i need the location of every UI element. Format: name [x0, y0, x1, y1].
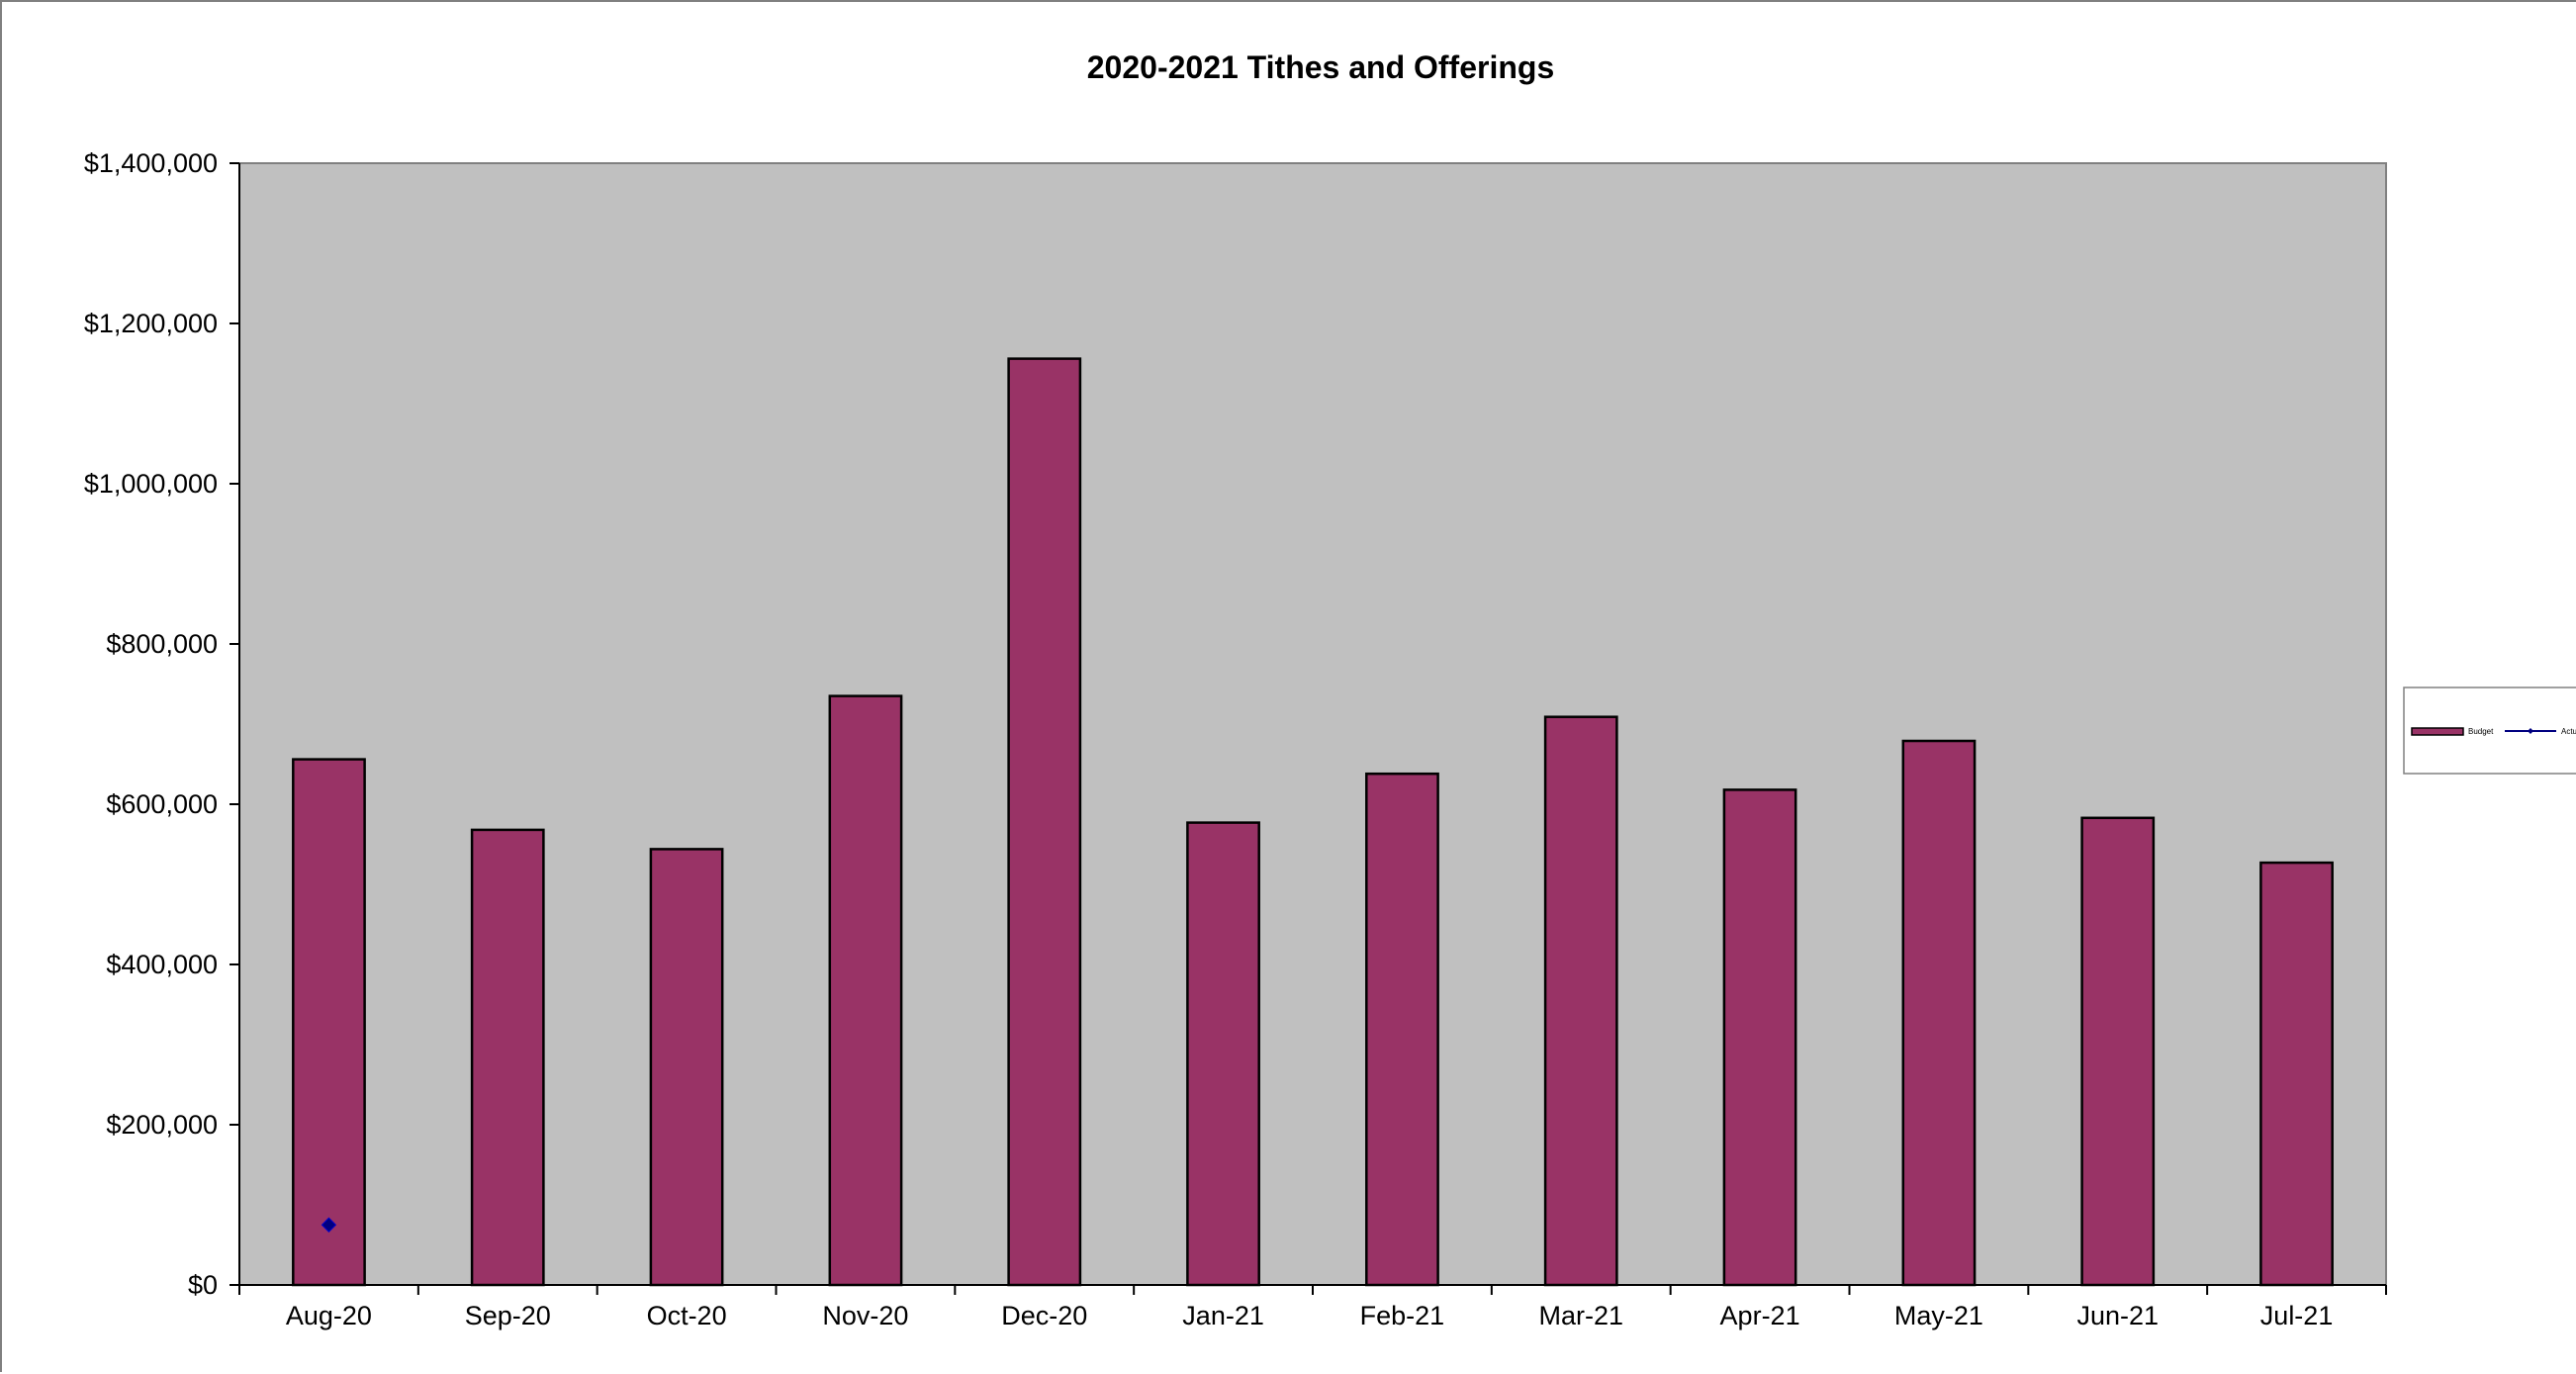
legend-label-budget: Budget — [2468, 727, 2494, 736]
y-tick-label: $1,000,000 — [84, 469, 218, 499]
legend: Budget Actual — [2403, 687, 2576, 775]
legend-swatch-budget — [2411, 727, 2464, 736]
bar-sep-20 — [470, 828, 545, 1287]
y-tick-label: $200,000 — [106, 1110, 218, 1140]
x-tick-label: Jun-21 — [2076, 1301, 2159, 1330]
y-tick-label: $1,400,000 — [84, 148, 218, 178]
chart-title: 2020-2021 Tithes and Offerings — [1087, 49, 1554, 85]
x-tick-label: Mar-21 — [1538, 1301, 1623, 1330]
x-tick-label: May-21 — [1894, 1301, 1983, 1330]
x-tick-label: Feb-21 — [1360, 1301, 1445, 1330]
legend-marker-actual — [2528, 728, 2533, 734]
y-tick-label: $400,000 — [106, 950, 218, 979]
bar-jan-21 — [1186, 821, 1260, 1287]
bars-layer — [292, 357, 2334, 1287]
x-tick-label: Apr-21 — [1720, 1301, 1800, 1330]
bar-feb-21 — [1365, 772, 1439, 1287]
axes-layer — [230, 162, 2387, 1295]
bar-may-21 — [1901, 739, 1977, 1287]
bar-jul-21 — [2259, 861, 2334, 1287]
bar-jun-21 — [2080, 816, 2156, 1287]
x-tick-label: Dec-20 — [1001, 1301, 1087, 1330]
x-tick-labels: Aug-20 Sep-20 Oct-20 Nov-20 Dec-20 Jan-21 Feb-… — [286, 1301, 2333, 1330]
y-tick-labels: $0 $200,000 $400,000 $600,000 $800,000 $1,000… — [84, 148, 218, 1300]
plot-area — [238, 162, 2387, 1286]
legend-label-actual: Actual — [2561, 727, 2576, 736]
y-tick-label: $0 — [188, 1270, 218, 1300]
actual-marker-aug-20 — [321, 1217, 337, 1233]
x-tick-label: Jan-21 — [1182, 1301, 1264, 1330]
x-tick-label: Jul-21 — [2260, 1301, 2334, 1330]
bar-oct-20 — [649, 848, 724, 1287]
bar-nov-20 — [828, 694, 903, 1287]
bar-apr-21 — [1722, 788, 1797, 1287]
x-tick-label: Aug-20 — [286, 1301, 372, 1330]
x-tick-label: Nov-20 — [822, 1301, 908, 1330]
y-tick-label: $800,000 — [106, 629, 218, 659]
bar-mar-21 — [1543, 715, 1618, 1287]
bar-aug-20 — [292, 758, 366, 1287]
y-tick-label: $600,000 — [106, 789, 218, 819]
x-tick-label: Oct-20 — [647, 1301, 727, 1330]
markers-layer — [321, 1217, 337, 1233]
bar-dec-20 — [1007, 357, 1082, 1287]
x-tick-label: Sep-20 — [465, 1301, 551, 1330]
y-tick-label: $1,200,000 — [84, 309, 218, 338]
